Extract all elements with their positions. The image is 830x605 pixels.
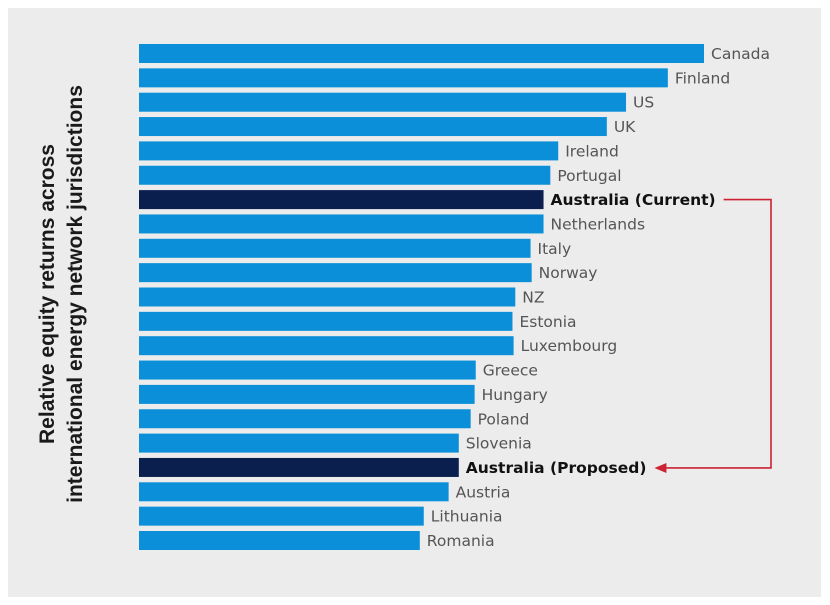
annotation-arrow-head xyxy=(654,462,667,473)
bar-australia-proposed xyxy=(139,457,459,477)
bar-estonia xyxy=(139,311,513,331)
bar-label-netherlands: Netherlands xyxy=(551,215,645,233)
bar-hungary xyxy=(139,384,475,404)
bar-label-lithuania: Lithuania xyxy=(431,508,503,526)
bar-finland xyxy=(139,68,668,88)
bar-nz xyxy=(139,287,516,307)
bar-label-norway: Norway xyxy=(539,264,598,282)
bar-canada xyxy=(139,44,704,63)
bar-label-luxembourg: Luxembourg xyxy=(521,337,618,355)
bar-netherlands xyxy=(139,214,544,234)
bar-ireland xyxy=(139,141,559,161)
bar-poland xyxy=(139,409,471,429)
bar-label-nz: NZ xyxy=(522,289,544,307)
bar-label-estonia: Estonia xyxy=(519,313,576,331)
bar-norway xyxy=(139,263,532,283)
bar-label-slovenia: Slovenia xyxy=(466,435,532,453)
bar-label-us: US xyxy=(633,94,654,112)
bar-label-hungary: Hungary xyxy=(482,386,548,404)
bar-label-canada: Canada xyxy=(711,45,770,63)
annotation-arrow-line xyxy=(664,198,772,469)
bar-label-australia-current: Australia (Current) xyxy=(551,191,716,209)
bar-label-italy: Italy xyxy=(538,240,572,258)
bar-australia-current xyxy=(139,190,544,210)
bar-label-australia-proposed: Australia (Proposed) xyxy=(466,459,647,477)
bar-label-uk: UK xyxy=(614,118,636,136)
bar-label-romania: Romania xyxy=(427,532,495,550)
bar-austria xyxy=(139,482,449,502)
bar-label-finland: Finland xyxy=(675,69,730,87)
bar-romania xyxy=(139,531,420,550)
bar-us xyxy=(139,92,627,112)
bar-label-ireland: Ireland xyxy=(565,142,619,160)
bar-greece xyxy=(139,360,476,380)
bar-label-poland: Poland xyxy=(478,410,530,428)
bar-lithuania xyxy=(139,506,424,526)
bar-slovenia xyxy=(139,433,459,453)
bar-luxembourg xyxy=(139,336,514,356)
bar-label-greece: Greece xyxy=(483,362,538,380)
bar-italy xyxy=(139,238,531,258)
bar-label-portugal: Portugal xyxy=(557,167,621,185)
bar-portugal xyxy=(139,165,551,185)
bar-label-austria: Austria xyxy=(456,483,511,501)
bar-uk xyxy=(139,117,607,137)
